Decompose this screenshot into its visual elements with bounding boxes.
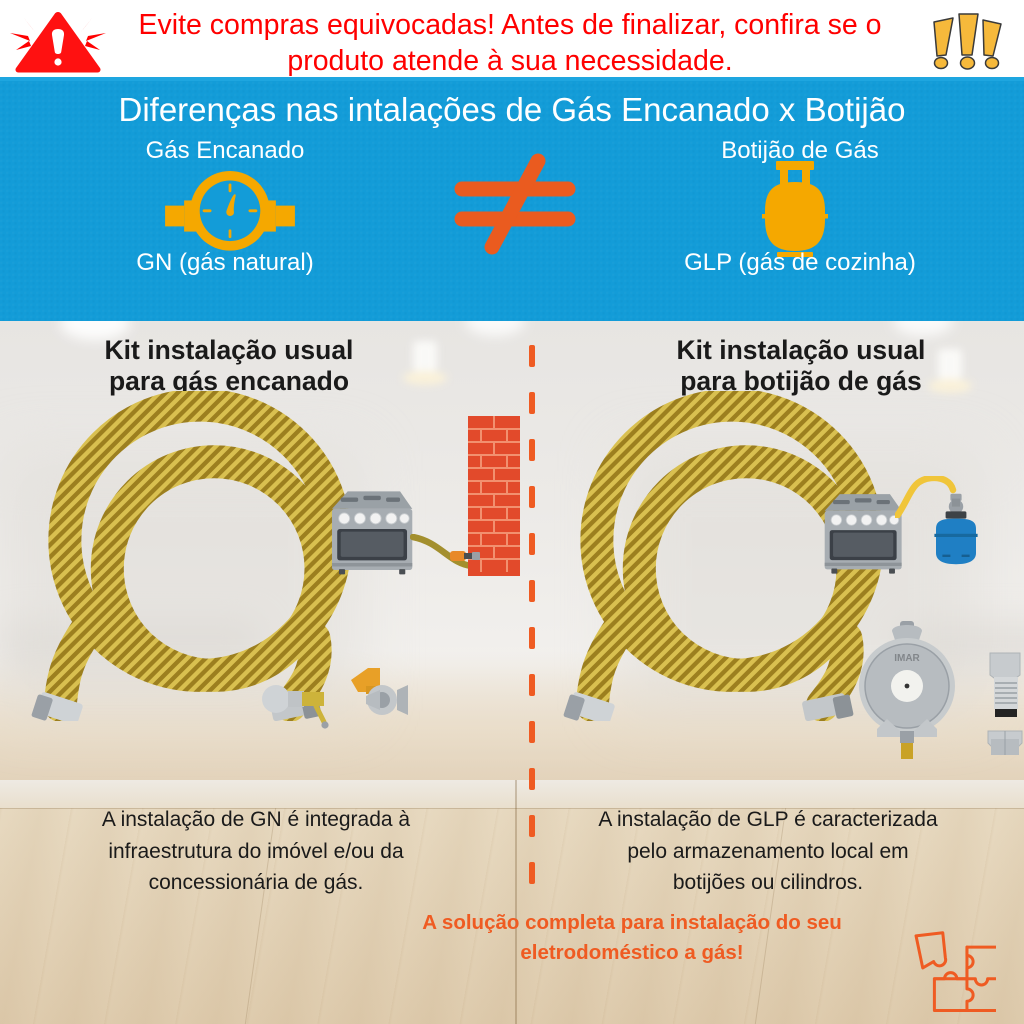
svg-text:IMAR: IMAR	[894, 653, 920, 664]
